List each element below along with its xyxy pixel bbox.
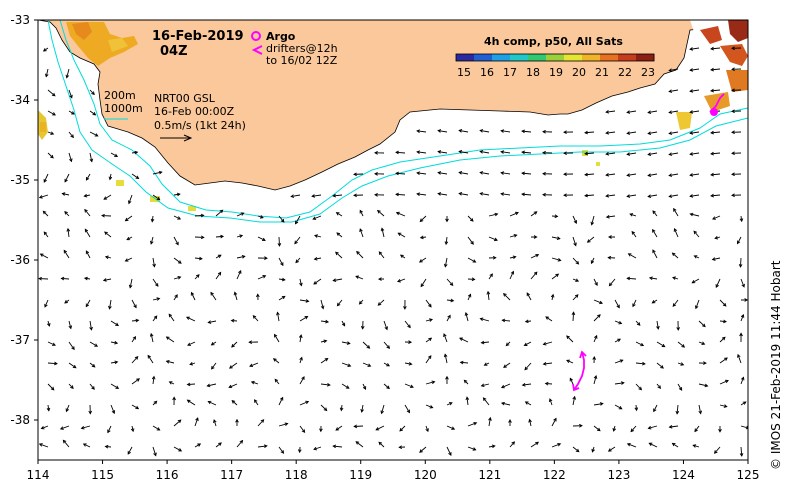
- x-tick-label: 114: [27, 468, 50, 482]
- colorbar-tick-label: 19: [549, 66, 563, 79]
- x-tick-label: 123: [607, 468, 630, 482]
- product-label: NRT00 GSL: [154, 92, 216, 105]
- colorbar-segment: [636, 54, 655, 61]
- colorbar-segment: [492, 54, 511, 61]
- colorbar-tick-label: 16: [480, 66, 494, 79]
- colorbar-ticks: 15 16 17 18 19 20 21 22 23: [457, 66, 655, 79]
- colorbar-segment: [564, 54, 583, 61]
- valid-time-label: 16-Feb 00:00Z: [154, 105, 235, 118]
- x-tick-label: 116: [156, 468, 179, 482]
- x-axis: 114 115 116 117 118 119 120 121 122 123 124 125: [27, 460, 760, 482]
- drifter-label-line2: to 16/02 12Z: [266, 54, 338, 67]
- y-axis: -33 -34 -35 -36 -37 -38: [10, 13, 38, 427]
- x-tick-label: 117: [220, 468, 243, 482]
- x-tick-label: 119: [349, 468, 372, 482]
- argo-float-marker: [710, 108, 718, 116]
- speed-scale-label: 0.5m/s (1kt 24h): [154, 119, 246, 132]
- y-tick-label: -37: [10, 333, 30, 347]
- y-tick-label: -33: [10, 13, 30, 27]
- map-hour: 04Z: [160, 44, 188, 59]
- contour-1000m-label: 1000m: [104, 102, 143, 115]
- colorbar-segment: [600, 54, 619, 61]
- colorbar-tick-label: 22: [618, 66, 632, 79]
- x-tick-label: 115: [91, 468, 114, 482]
- x-tick-label: 124: [672, 468, 695, 482]
- colorbar-segment: [528, 54, 547, 61]
- colorbar-tick-label: 23: [641, 66, 655, 79]
- map-date: 16-Feb-2019: [152, 29, 244, 44]
- x-tick-label: 121: [478, 468, 501, 482]
- credit-label: © IMOS 21-Feb-2019 11:44 Hobart: [769, 260, 783, 470]
- x-tick-label: 120: [414, 468, 437, 482]
- y-tick-label: -38: [10, 413, 30, 427]
- y-tick-label: -36: [10, 253, 30, 267]
- x-tick-label: 125: [737, 468, 760, 482]
- colorbar-tick-label: 21: [595, 66, 609, 79]
- colorbar-tick-label: 20: [572, 66, 586, 79]
- colorbar-tick-label: 17: [503, 66, 517, 79]
- colorbar-segment: [618, 54, 637, 61]
- colorbar-segment: [582, 54, 601, 61]
- y-tick-label: -34: [10, 93, 30, 107]
- colorbar-tick-label: 18: [526, 66, 540, 79]
- contour-200m-label: 200m: [104, 89, 136, 102]
- x-tick-label: 118: [285, 468, 308, 482]
- colorbar-segments: [456, 54, 655, 61]
- colorbar-tick-label: 15: [457, 66, 471, 79]
- colorbar-title: 4h comp, p50, All Sats: [484, 35, 623, 48]
- x-tick-label: 122: [543, 468, 566, 482]
- colorbar-segment: [474, 54, 493, 61]
- colorbar-segment: [456, 54, 475, 61]
- colorbar-segment: [510, 54, 529, 61]
- colorbar-segment: [546, 54, 565, 61]
- y-tick-label: -35: [10, 173, 30, 187]
